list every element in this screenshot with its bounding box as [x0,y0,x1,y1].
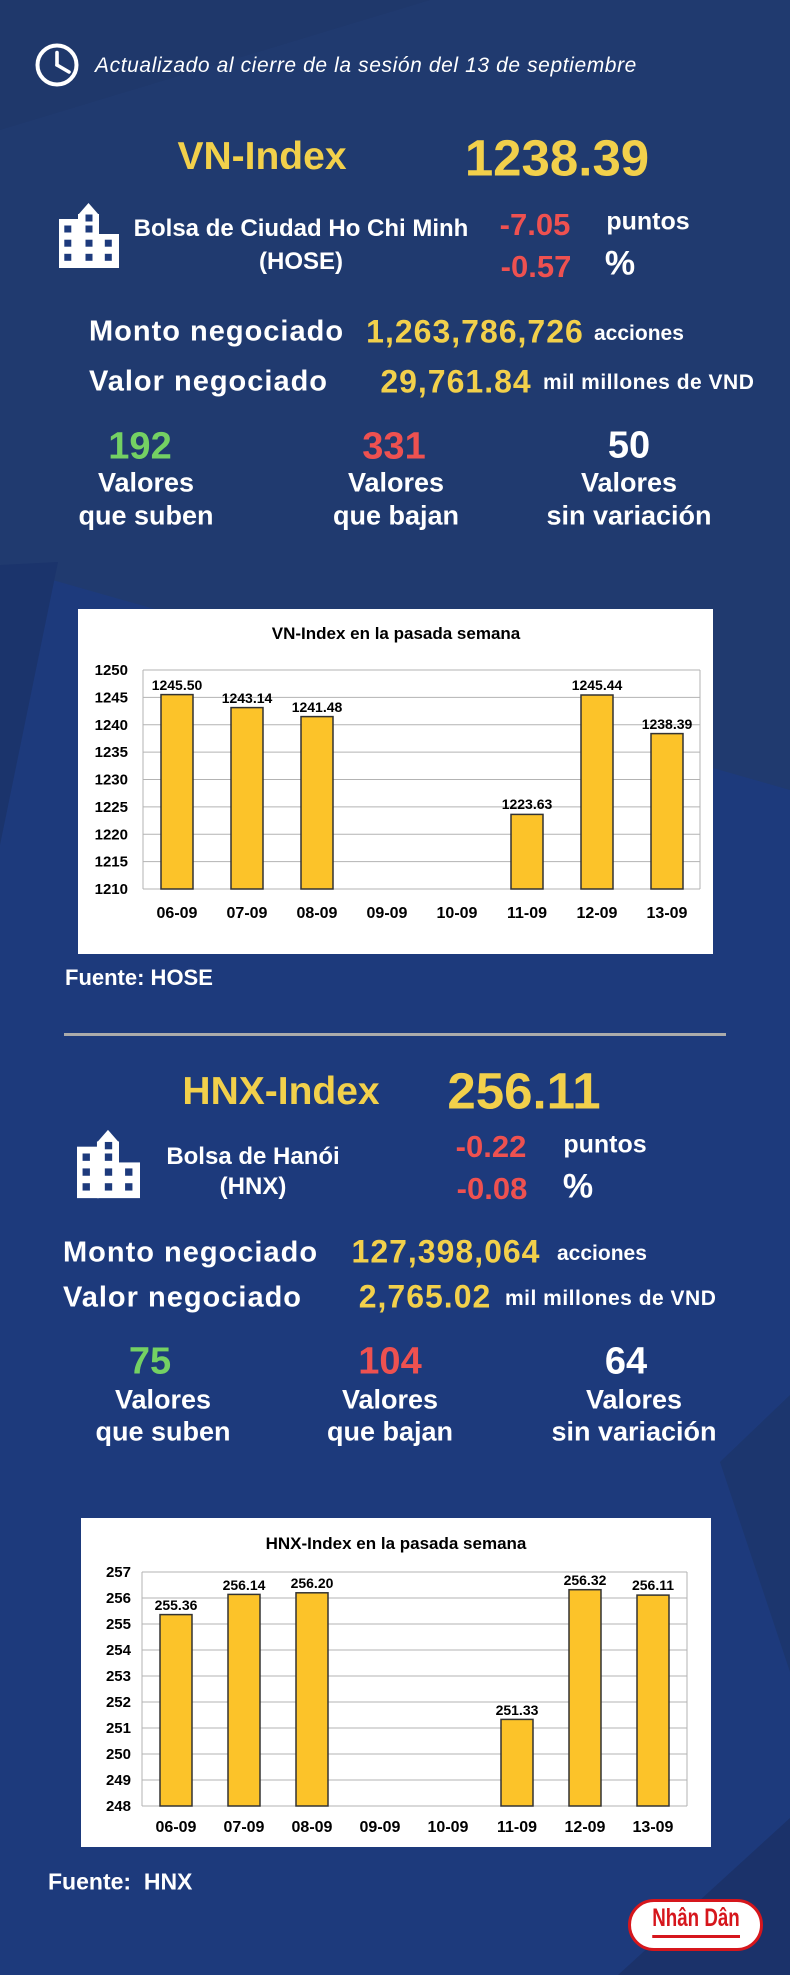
svg-text:12-09: 12-09 [565,1819,606,1836]
svg-text:10-09: 10-09 [437,905,478,922]
svg-text:252: 252 [106,1694,131,1711]
svg-text:1241.48: 1241.48 [292,699,343,715]
svg-text:1225: 1225 [95,799,128,816]
svg-text:256.20: 256.20 [291,1575,334,1591]
svg-text:249: 249 [106,1772,131,1789]
svg-text:08-09: 08-09 [297,905,338,922]
svg-text:1223.63: 1223.63 [502,796,553,812]
svg-text:12-09: 12-09 [577,905,618,922]
svg-text:1215: 1215 [95,854,128,871]
svg-text:06-09: 06-09 [156,1819,197,1836]
svg-text:06-09: 06-09 [157,905,198,922]
svg-text:254: 254 [106,1642,132,1659]
svg-text:251: 251 [106,1720,131,1737]
svg-text:HNX-Index en la pasada semana: HNX-Index en la pasada semana [266,1534,527,1553]
svg-text:256: 256 [106,1590,131,1607]
svg-text:256.14: 256.14 [223,1577,266,1593]
svg-text:251.33: 251.33 [496,1702,539,1718]
svg-text:1220: 1220 [95,826,128,843]
svg-text:1238.39: 1238.39 [642,716,693,732]
svg-text:1210: 1210 [95,881,128,898]
svg-text:1243.14: 1243.14 [222,690,273,706]
svg-text:1245.50: 1245.50 [152,677,203,693]
svg-text:11-09: 11-09 [497,1819,537,1836]
svg-text:250: 250 [106,1746,131,1763]
svg-text:255.36: 255.36 [155,1597,198,1613]
svg-text:VN-Index en la pasada semana: VN-Index en la pasada semana [272,624,521,643]
svg-text:255: 255 [106,1616,131,1633]
svg-text:256.32: 256.32 [564,1572,607,1588]
svg-text:08-09: 08-09 [292,1819,333,1836]
svg-text:1240: 1240 [95,717,128,734]
svg-text:257: 257 [106,1564,131,1581]
svg-text:11-09: 11-09 [507,905,547,922]
svg-text:10-09: 10-09 [428,1819,469,1836]
svg-text:253: 253 [106,1668,131,1685]
svg-text:07-09: 07-09 [224,1819,265,1836]
svg-text:1245: 1245 [95,689,128,706]
svg-text:13-09: 13-09 [647,905,688,922]
svg-text:248: 248 [106,1798,131,1815]
svg-text:1230: 1230 [95,772,128,789]
svg-text:13-09: 13-09 [633,1819,674,1836]
svg-text:09-09: 09-09 [367,905,408,922]
svg-text:1235: 1235 [95,744,128,761]
svg-text:256.11: 256.11 [632,1577,674,1593]
svg-text:07-09: 07-09 [227,905,268,922]
svg-text:09-09: 09-09 [360,1819,401,1836]
svg-text:1245.44: 1245.44 [572,677,623,693]
svg-text:1250: 1250 [95,662,128,679]
